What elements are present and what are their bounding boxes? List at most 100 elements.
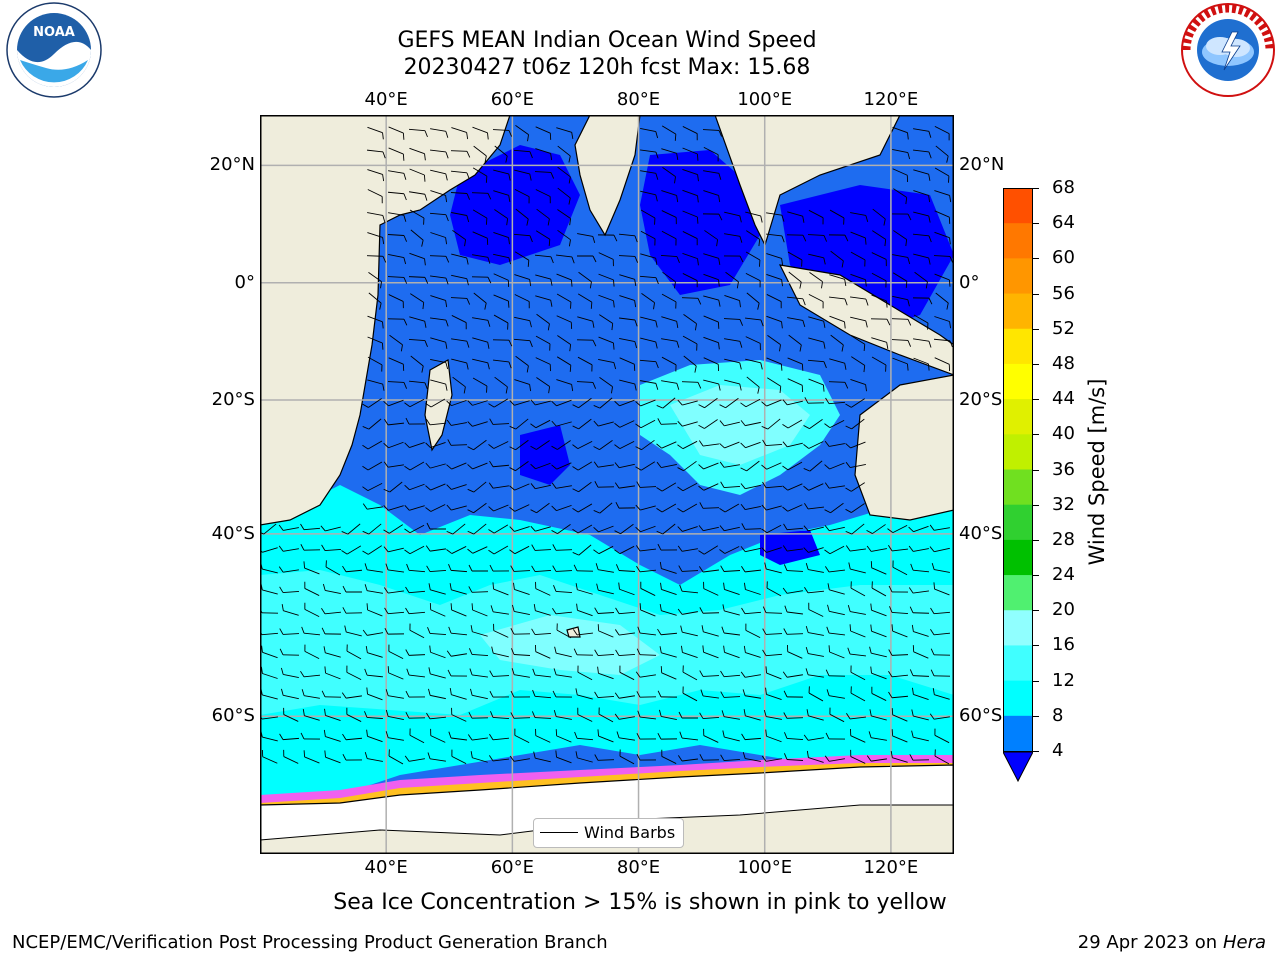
svg-text:NOAA: NOAA [33,25,75,40]
wind-barb [430,232,448,245]
wind-barb [597,666,614,680]
wind-barb [723,582,740,596]
wind-barb [387,234,408,242]
wind-barb [575,688,593,700]
wind-barb [888,649,909,656]
wind-barb [405,586,426,594]
wind-barb [557,145,571,163]
wind-barb [446,546,467,554]
wind-barb [553,585,573,594]
wind-barb [427,627,447,636]
wind-barb [656,461,677,468]
wind-barb [404,545,425,555]
wind-barb [552,544,573,551]
wind-barb [446,484,467,490]
lon-label-top: 60°E [490,89,534,110]
wind-barb [761,547,782,553]
wind-barb [408,380,428,390]
wind-barb [551,482,572,489]
wind-barb [639,603,656,617]
wind-barb [640,127,659,139]
wind-barb [720,481,741,488]
wind-barb [762,481,783,489]
wind-barb [278,545,299,552]
wind-barb [577,707,593,722]
wind-barb [404,398,425,408]
wind-barb [870,318,891,326]
wind-barb [703,190,721,203]
wind-barb [470,751,488,763]
wind-barb [660,582,677,596]
wind-barb [573,564,594,572]
wind-barb [426,418,447,426]
wind-barb [470,625,488,637]
wind-barb [405,417,426,425]
wind-barb [509,504,530,512]
wind-barb [450,297,471,305]
wind-barb [766,581,782,597]
wind-barb [530,525,551,532]
wind-barb [302,708,320,721]
wind-barb [850,749,866,764]
wind-barb [473,145,487,163]
wind-barb [448,731,467,741]
wind-barb [656,441,677,449]
wind-barb [575,583,593,595]
wind-barb [825,732,846,740]
wind-barb [572,481,592,493]
wind-barb [555,729,572,743]
wind-barb [493,169,511,181]
wind-barb [656,523,676,535]
wind-barb [425,462,446,469]
wind-barb [682,273,698,288]
wind-barb [428,583,446,595]
wind-barb [703,357,719,372]
wind-barb [660,666,677,680]
wind-barb [888,691,909,699]
wind-barb [488,398,509,408]
wind-barb [556,293,572,309]
wind-barb [551,504,572,512]
wind-barb [682,189,699,203]
wind-barb [597,234,618,242]
wind-barb [535,357,551,372]
wind-barb [368,292,382,310]
wind-barb [614,629,635,636]
wind-barb [682,686,698,702]
wind-barb [911,730,929,742]
colorbar-tick-mark [1033,751,1039,752]
wind-barb [724,211,742,223]
wind-barb [745,623,761,639]
wind-barb [322,583,341,595]
wind-barb [828,381,849,389]
wind-barb [661,356,677,372]
wind-barb [803,460,823,472]
wind-barb [808,686,824,702]
wind-barb [767,334,781,352]
wind-barb [619,338,638,349]
wind-barb [450,192,471,200]
wind-barb [426,565,447,573]
wind-barb [640,230,656,246]
lon-label-top: 100°E [737,89,793,110]
wind-barb [745,211,763,223]
wind-barb [805,625,824,636]
wind-barb [535,148,553,161]
wind-barb [703,146,719,162]
wind-barb [536,208,550,226]
wind-barb [761,755,782,762]
wind-barb [808,337,826,349]
wind-barb [492,359,512,369]
wind-barb [430,190,448,203]
wind-barb [740,546,761,553]
wind-barb [428,667,446,679]
wind-barb [888,585,909,593]
wind-barb [409,316,427,328]
wind-barb [639,275,659,285]
wind-barb [388,254,407,265]
wind-barb [762,649,783,657]
wind-barb [783,564,804,572]
wind-barb [469,668,488,678]
wind-barb [766,253,784,266]
wind-barb [409,191,428,201]
